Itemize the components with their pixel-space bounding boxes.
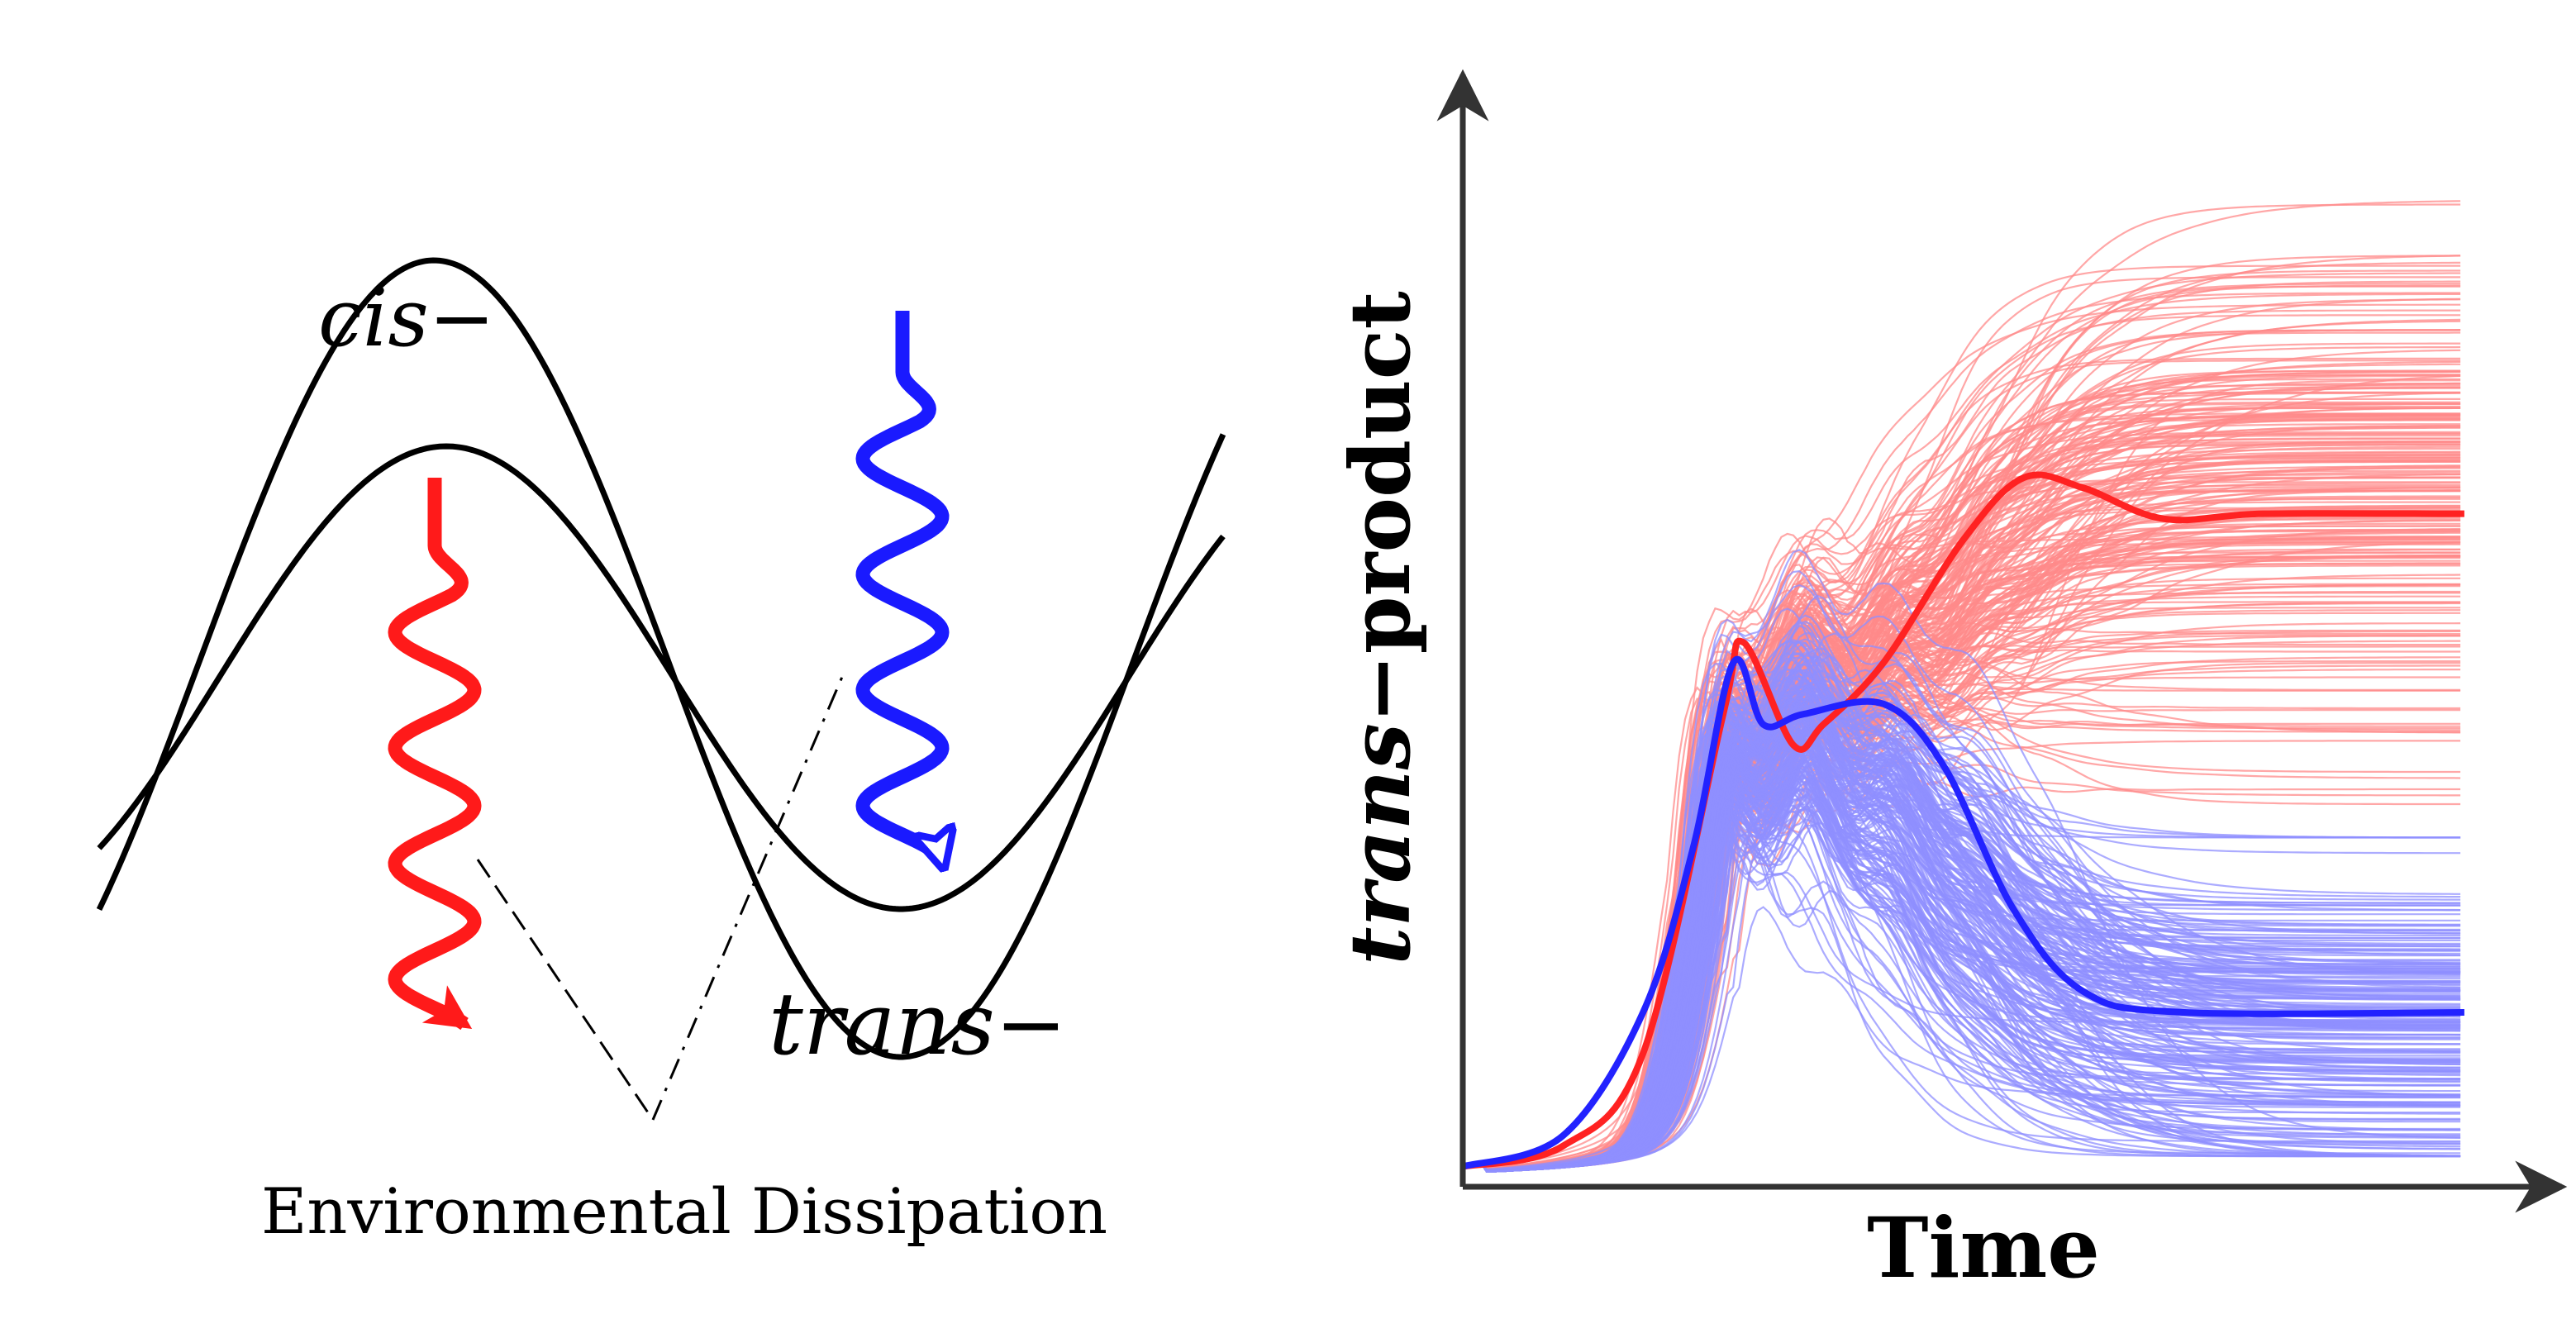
cis-trajectory xyxy=(1462,669,2461,1174)
chart: trans−product Time xyxy=(1331,69,2568,1297)
cis-mean-line xyxy=(1461,656,2464,1170)
trans-mean-line xyxy=(1462,471,2464,1170)
cis-trajectory xyxy=(1462,745,2461,1174)
cis-label: cis− xyxy=(318,272,495,364)
trans-label: trans− xyxy=(769,974,1067,1074)
relaxation-arrows xyxy=(388,311,942,1031)
trans-trajectory xyxy=(1462,602,2461,1173)
energy-curves xyxy=(96,257,1226,1060)
y-axis-label-italic: trans xyxy=(1331,723,1429,965)
cis-trajectory xyxy=(1462,731,2461,1173)
cis-trajectory xyxy=(1462,713,2461,1173)
cis-trajectory xyxy=(1462,845,2461,1173)
cis-trajectory xyxy=(1462,723,2461,1173)
y-axis-label: trans−product xyxy=(1331,291,1429,965)
cis-trajectory xyxy=(1462,668,2461,1174)
trans-relaxation-arrow xyxy=(855,311,942,863)
cis-trajectory xyxy=(1462,698,2461,1173)
x-axis-label: Time xyxy=(1867,1199,2100,1297)
cis-trajectory xyxy=(1462,693,2461,1173)
cis-relaxation-arrow xyxy=(388,478,482,1031)
dashed-line-right xyxy=(651,670,846,1121)
trans-potential-curve xyxy=(96,257,1226,1060)
y-axis-label-rest: −product xyxy=(1331,291,1429,723)
trans-trajectory xyxy=(1462,303,2461,1168)
cis-trajectory xyxy=(1462,702,2461,1173)
dashed-line-left xyxy=(476,859,655,1121)
cis-potential-curve xyxy=(97,443,1226,912)
mean-lines xyxy=(1461,471,2464,1170)
dissipation-dashes xyxy=(476,670,846,1121)
environmental-dissipation-caption: Environmental Dissipation xyxy=(261,1174,1107,1248)
cis-trajectory xyxy=(1462,641,2461,1173)
